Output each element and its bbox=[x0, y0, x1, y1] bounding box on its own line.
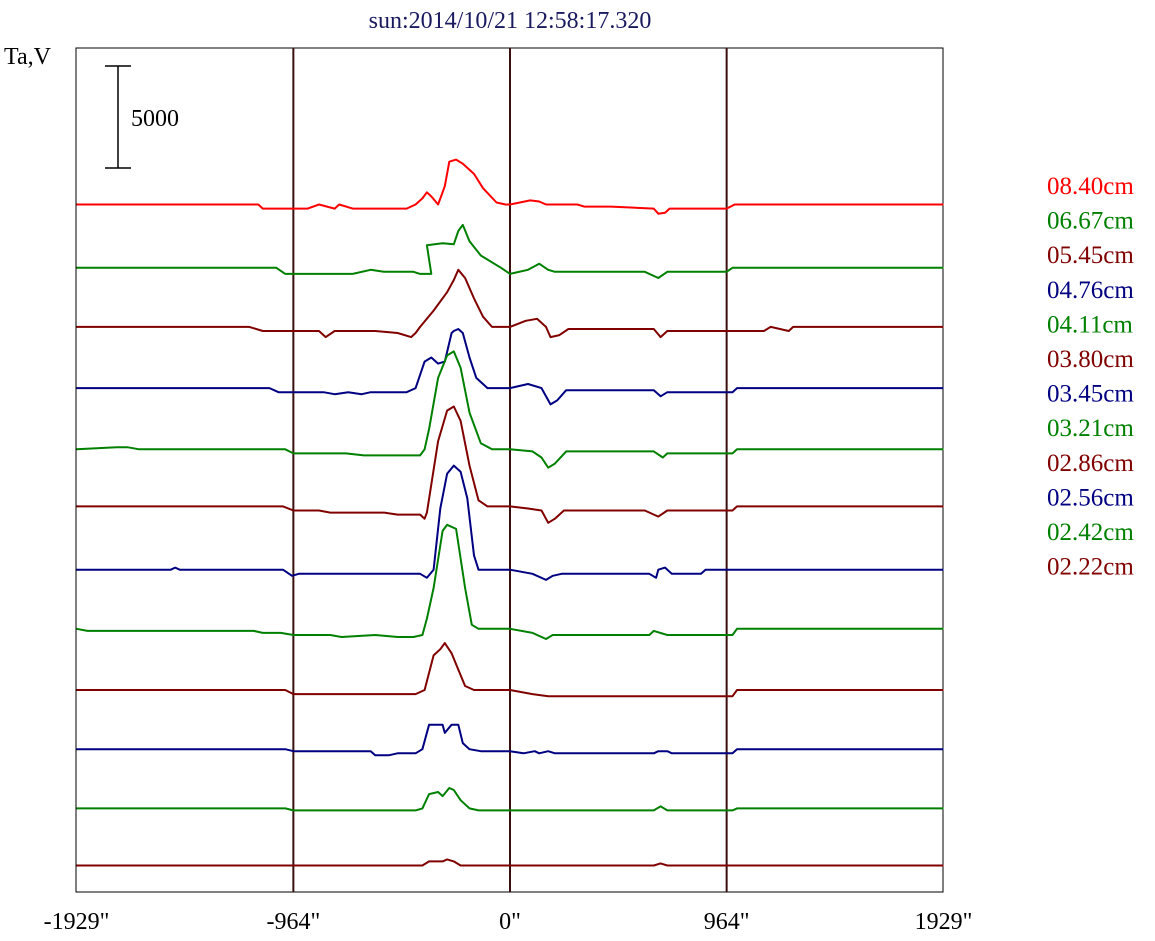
x-tick-label: 964" bbox=[704, 909, 750, 935]
series-line-03.45cm bbox=[76, 464, 944, 581]
legend-entry: 05.45cm bbox=[1047, 242, 1134, 269]
legend-entry: 04.76cm bbox=[1047, 277, 1134, 304]
series-line-04.76cm bbox=[76, 328, 944, 406]
legend-entry: 08.40cm bbox=[1047, 173, 1134, 200]
series-line-04.11cm bbox=[76, 350, 944, 469]
reference-lines bbox=[292, 48, 728, 892]
legend-entry: 02.56cm bbox=[1047, 484, 1134, 511]
legend-entry: 02.86cm bbox=[1047, 450, 1134, 477]
series-line-02.86cm bbox=[76, 642, 944, 698]
x-tick-label: 0" bbox=[499, 909, 521, 935]
series-line-08.40cm bbox=[76, 158, 944, 215]
series-line-02.22cm bbox=[76, 858, 944, 867]
legend-entry: 03.80cm bbox=[1047, 346, 1134, 373]
x-tick-labels: -1929" -964" 0" 964" 1929" bbox=[44, 909, 973, 935]
x-tick-label: -964" bbox=[266, 909, 320, 935]
legend: 08.40cm 06.67cm 05.45cm 04.76cm 04.11cm 03.80… bbox=[1047, 173, 1134, 581]
series-line-06.67cm bbox=[76, 223, 944, 279]
series-line-03.80cm bbox=[76, 405, 944, 524]
legend-entry: 06.67cm bbox=[1047, 208, 1134, 235]
legend-entry: 02.42cm bbox=[1047, 519, 1134, 546]
legend-entry: 03.21cm bbox=[1047, 415, 1134, 442]
legend-entry: 03.45cm bbox=[1047, 381, 1134, 408]
series-line-02.42cm bbox=[76, 787, 944, 812]
series-layer bbox=[76, 158, 944, 867]
y-axis-label: Ta,V bbox=[4, 44, 52, 70]
x-tick-label: -1929" bbox=[44, 909, 110, 935]
chart-title: sun:2014/10/21 12:58:17.320 bbox=[369, 8, 652, 34]
series-line-05.45cm bbox=[76, 268, 944, 339]
series-line-03.21cm bbox=[76, 523, 944, 640]
legend-entry: 02.22cm bbox=[1047, 554, 1134, 581]
scale-bar: 5000 bbox=[105, 65, 179, 169]
x-tick-label: 1929" bbox=[915, 909, 973, 935]
legend-entry: 04.11cm bbox=[1047, 311, 1133, 338]
series-line-02.56cm bbox=[76, 723, 944, 757]
scale-bar-label: 5000 bbox=[131, 106, 179, 132]
